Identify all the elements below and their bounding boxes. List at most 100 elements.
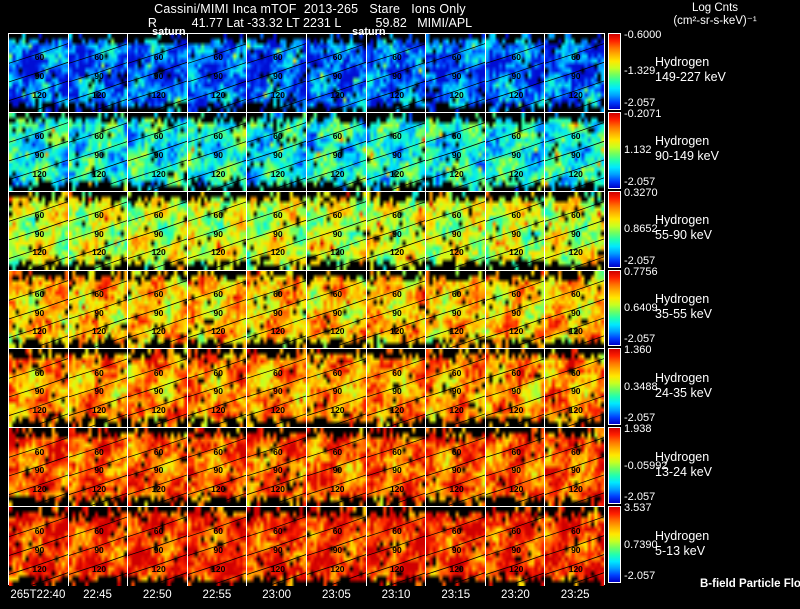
- pitch-angle-contours: [545, 437, 604, 507]
- colorbar-header-line2: (cm²-sr-s-keV)⁻¹: [673, 15, 757, 27]
- spectrogram-panel[interactable]: 60 90 120: [68, 191, 129, 270]
- spectrogram-panel[interactable]: 60 90 120: [247, 349, 307, 428]
- spectrogram-panel[interactable]: 60 90 120: [247, 112, 307, 191]
- spectrogram-panel[interactable]: 60 90 120: [187, 112, 248, 191]
- spectrogram-panel[interactable]: 60 90 120: [545, 349, 604, 428]
- contour-label: 120: [568, 483, 583, 494]
- contour-label: 90: [34, 465, 45, 476]
- spectrogram-panel[interactable]: 60 90 120: [68, 428, 129, 507]
- spectrogram-panel[interactable]: 60 90 120: [9, 270, 69, 349]
- spectrogram-panel[interactable]: 60 90 120: [545, 507, 604, 586]
- spectrogram-panel[interactable]: 60 90 120: [68, 507, 129, 586]
- spectrogram-panel[interactable]: 60 90 120: [128, 349, 188, 428]
- spectrogram-panel[interactable]: 60 90 120: [426, 191, 486, 270]
- spectrogram-panel[interactable]: 60 90 120: [366, 112, 427, 191]
- spectrogram-panel[interactable]: 60 90 120: [485, 428, 546, 507]
- spectrogram-panel[interactable]: 60 90 120: [545, 34, 604, 112]
- colorbar-header-line1: Log Cnts: [691, 2, 739, 14]
- spectrogram-panel[interactable]: 60 90 120: [426, 112, 486, 191]
- pitch-angle-contours: [306, 437, 366, 507]
- spectrogram-panel[interactable]: 60 90 120: [426, 428, 486, 507]
- contour-label: 90: [34, 544, 45, 555]
- spectrogram-panel[interactable]: 60 90 120: [9, 34, 69, 112]
- spectrogram-panel[interactable]: 60 90 120: [187, 349, 248, 428]
- spectrogram-panel[interactable]: 60 90 120: [366, 349, 427, 428]
- spectrogram-panel[interactable]: 60 90 120: [128, 428, 188, 507]
- spectrogram-panel[interactable]: 60 90 120: [187, 34, 248, 112]
- spectrogram-panel[interactable]: 60 90 120: [247, 270, 307, 349]
- spectrogram-panel[interactable]: 60 90 120: [426, 34, 486, 112]
- contour-label: 120: [32, 405, 47, 416]
- spectrogram-panel[interactable]: 60 90 120: [247, 507, 307, 586]
- contour-label: 60: [332, 367, 343, 378]
- spectrogram-panel[interactable]: 60 90 120: [9, 191, 69, 270]
- contour-label: 60: [451, 525, 462, 536]
- spectrogram-panel[interactable]: 60 90 120: [187, 507, 248, 586]
- spectrogram-panel[interactable]: 60 90 120: [306, 507, 367, 586]
- pitch-angle-contours: [9, 279, 68, 349]
- species-name: Hydrogen: [655, 134, 710, 149]
- time-axis-tick: 23:15: [441, 589, 471, 601]
- spectrogram-panel[interactable]: 60 90 120: [485, 191, 546, 270]
- spectrogram-grid[interactable]: 60 90 120 60 90 120 60 90 120 60 90 120 60 90 120 60 90 1…: [8, 33, 605, 586]
- spectrogram-panel[interactable]: 60 90 120: [485, 507, 546, 586]
- colorbar-min-label: -2.057: [624, 254, 656, 267]
- spectrogram-panel[interactable]: 60 90 120: [485, 349, 546, 428]
- contour-label: 60: [153, 288, 164, 299]
- time-axis: 265T22:40 22:45 22:50 22:55 23:00 23:05 23:10 2…: [8, 589, 605, 607]
- spectrogram-panel[interactable]: 60 90 120: [68, 270, 129, 349]
- spectrogram-panel[interactable]: 60 90 120: [545, 428, 604, 507]
- spectrogram-panel[interactable]: 60 90 120: [247, 191, 307, 270]
- spectrogram-panel[interactable]: 60 90 120: [128, 507, 188, 586]
- spectrogram-panel[interactable]: 60 90 120: [485, 112, 546, 191]
- spectrogram-panel[interactable]: 60 90 120: [485, 34, 546, 112]
- spectrogram-panel[interactable]: 60 90 120: [9, 428, 69, 507]
- spectrogram-panel[interactable]: 60 90 120: [187, 428, 248, 507]
- spectrogram-panel[interactable]: 60 90 120: [68, 349, 129, 428]
- contour-label: 60: [392, 525, 402, 536]
- spectrogram-panel[interactable]: 60 90 120: [545, 112, 604, 191]
- contour-label: 120: [91, 168, 107, 179]
- spectrogram-panel[interactable]: 60 90 120: [366, 191, 427, 270]
- pitch-angle-contours: [366, 437, 426, 507]
- spectrogram-panel[interactable]: 60 90 120: [426, 507, 486, 586]
- spectrogram-panel[interactable]: 60 90 120: [68, 112, 129, 191]
- spectrogram-panel[interactable]: 60 90 120: [545, 270, 604, 349]
- spectrogram-panel[interactable]: 60 90 120: [366, 507, 427, 586]
- spectrogram-panel[interactable]: 60 90 120: [306, 191, 367, 270]
- spectrogram-panel[interactable]: 60 90 120: [545, 191, 604, 270]
- spectrogram-panel[interactable]: 60 90 120: [426, 349, 486, 428]
- spectrogram-panel[interactable]: 60 90 120: [247, 34, 307, 112]
- contour-label: 90: [332, 149, 343, 160]
- spectrogram-panel[interactable]: 60 90 120: [128, 112, 188, 191]
- spectrogram-panel[interactable]: 60 90 120: [9, 112, 69, 191]
- contour-label: 60: [273, 131, 283, 142]
- spectrogram-panel[interactable]: 60 90 120: [9, 349, 69, 428]
- contour-label: 60: [273, 367, 283, 378]
- spectrogram-panel[interactable]: 60 90 120: [187, 270, 248, 349]
- spectrogram-panel[interactable]: 60 90 120: [366, 270, 427, 349]
- spectrogram-panel[interactable]: 60 90 120: [426, 270, 486, 349]
- spectrogram-panel[interactable]: 60 90 120: [128, 34, 188, 112]
- pitch-angle-contours: [128, 43, 187, 112]
- spectrogram-panel[interactable]: 60 90 120: [366, 34, 427, 112]
- spectrogram-panel[interactable]: 60 90 120: [485, 270, 546, 349]
- spectrogram-panel[interactable]: 60 90 120: [68, 34, 129, 112]
- contour-label: 60: [34, 367, 45, 378]
- spectrogram-panel[interactable]: 60 90 120: [128, 191, 188, 270]
- spectrogram-panel[interactable]: 60 90 120: [128, 270, 188, 349]
- contour-label: 90: [451, 544, 462, 555]
- spectrogram-panel[interactable]: 60 90 120: [306, 270, 367, 349]
- spectrogram-panel[interactable]: 60 90 120: [306, 349, 367, 428]
- pitch-angle-contours: [247, 358, 306, 428]
- spectrogram-panel[interactable]: 60 90 120: [247, 428, 307, 507]
- spectrogram-panel[interactable]: 60 90 120: [306, 112, 367, 191]
- spectrogram-panel[interactable]: 60 90 120: [187, 191, 248, 270]
- spectrogram-panel[interactable]: 60 90 120: [306, 428, 367, 507]
- contour-label: 90: [34, 386, 45, 397]
- spectrogram-panel[interactable]: 60 90 120: [366, 428, 427, 507]
- contour-label: 60: [34, 131, 45, 142]
- contour-label: 120: [32, 89, 47, 100]
- spectrogram-panel[interactable]: 60 90 120: [306, 34, 367, 112]
- spectrogram-panel[interactable]: 60 90 120: [9, 507, 69, 586]
